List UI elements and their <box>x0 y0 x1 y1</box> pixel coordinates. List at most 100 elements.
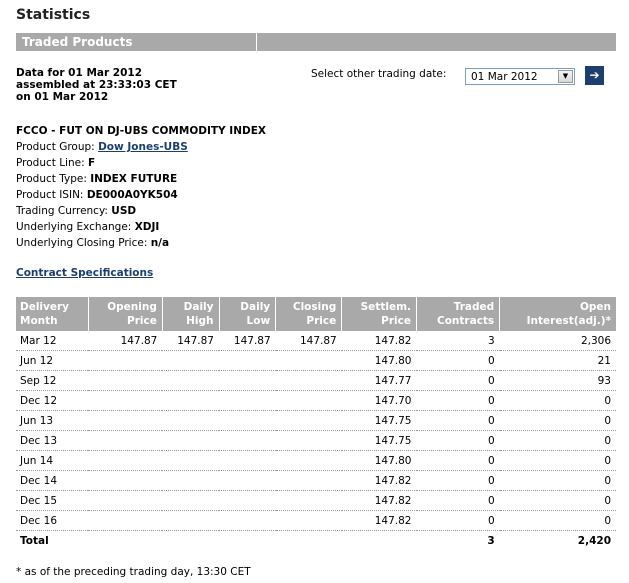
table-cell: 0 <box>499 470 616 491</box>
column-header-line: Closing <box>292 301 337 313</box>
column-header-line: Traded <box>453 301 495 313</box>
table-cell <box>88 350 163 371</box>
table-cell: 147.87 <box>88 331 163 351</box>
data-info: Data for 01 Mar 2012 assembled at 23:33:… <box>16 67 177 103</box>
product-group-row: Product Group: Dow Jones-UBS <box>16 139 266 155</box>
section-header-bar: Traded Products <box>16 33 616 51</box>
table-cell <box>275 430 342 451</box>
column-header-line: Delivery <box>20 301 70 313</box>
field-value: DE000A0YK504 <box>86 189 178 201</box>
table-cell <box>88 430 163 451</box>
table-cell: 147.80 <box>341 350 417 371</box>
table-cell <box>275 390 342 411</box>
table-cell: 0 <box>499 390 616 411</box>
total-cell <box>276 531 342 551</box>
data-info-date: Data for 01 Mar 2012 <box>16 67 143 79</box>
table-cell: 0 <box>499 430 616 451</box>
total-cell <box>162 531 219 551</box>
table-cell: 147.87 <box>275 331 342 351</box>
table-cell: 147.82 <box>341 470 417 491</box>
table-cell <box>88 390 163 411</box>
table-cell: 2,306 <box>499 331 616 351</box>
table-row: Jun 12 147.80 0 21 <box>16 350 616 371</box>
table-cell: Jun 13 <box>16 410 89 431</box>
table-cell <box>275 410 342 431</box>
total-cell <box>342 531 417 551</box>
table-cell: 147.75 <box>341 410 417 431</box>
table-cell: 0 <box>416 510 500 531</box>
field-value: F <box>87 157 96 169</box>
field-value: USD <box>111 205 137 217</box>
table-cell <box>275 350 342 371</box>
column-header: Traded Contracts <box>415 297 500 331</box>
column-header: Closing Price <box>275 297 342 331</box>
table-cell <box>162 450 219 471</box>
column-header: Delivery Month <box>16 297 89 331</box>
table-cell: 0 <box>416 470 500 491</box>
table-cell: Sep 12 <box>16 370 89 391</box>
table-cell: 147.70 <box>341 390 417 411</box>
field-value: XDJI <box>134 221 160 233</box>
chevron-down-icon[interactable]: ▼ <box>558 70 573 83</box>
table-row: Sep 12 147.77 0 93 <box>16 370 616 391</box>
table-cell: 0 <box>416 490 500 511</box>
table-row: Dec 16 147.82 0 0 <box>16 510 616 531</box>
column-header-line: Price <box>306 315 337 327</box>
table-cell: Dec 12 <box>16 390 89 411</box>
footnote: * as of the preceding trading day, 13:30… <box>16 566 251 578</box>
table-row: Dec 12 147.70 0 0 <box>16 390 616 411</box>
column-header-line: Open <box>579 301 611 313</box>
table-row: Mar 12 147.87 147.87 147.87 147.87 147.82 3 2,3… <box>16 331 616 351</box>
table-cell <box>219 490 276 511</box>
field-label: Product Group: <box>16 141 95 153</box>
table-cell <box>219 370 276 391</box>
table-cell: 147.87 <box>219 331 276 351</box>
trading-date-select[interactable]: 01 Mar 2012 ▼ <box>465 68 575 85</box>
table-row: Jun 14 147.80 0 0 <box>16 450 616 471</box>
field-label: Product ISIN: <box>16 189 84 201</box>
data-info-assembled: assembled at 23:33:03 CET <box>16 79 177 91</box>
table-cell <box>275 370 342 391</box>
column-header: Settlem. Price <box>341 297 417 331</box>
underlying-exchange-row: Underlying Exchange: XDJI <box>16 219 266 235</box>
field-value: n/a <box>150 237 170 249</box>
table-cell: 0 <box>416 430 500 451</box>
column-header: Daily Low <box>218 297 276 331</box>
table-cell <box>219 410 276 431</box>
table-cell: 0 <box>499 510 616 531</box>
go-button[interactable]: ➔ <box>585 66 604 85</box>
column-header-line: Contracts <box>437 315 495 327</box>
product-group-link[interactable]: Dow Jones-UBS <box>98 141 188 153</box>
total-cell: 2,420 <box>577 534 611 547</box>
field-label: Product Line: <box>16 157 85 169</box>
table-cell <box>162 410 219 431</box>
table-cell: 0 <box>416 410 500 431</box>
field-label: Trading Currency: <box>16 205 108 217</box>
table-cell: Dec 14 <box>16 470 89 491</box>
table-row: Jun 13 147.75 0 0 <box>16 410 616 431</box>
data-info-on: on 01 Mar 2012 <box>16 91 109 103</box>
table-cell: Dec 16 <box>16 510 89 531</box>
contract-specifications-link[interactable]: Contract Specifications <box>16 267 154 279</box>
table-cell: Dec 13 <box>16 430 89 451</box>
table-cell <box>88 410 163 431</box>
field-label: Underlying Closing Price: <box>16 237 148 249</box>
table-cell <box>162 470 219 491</box>
statistics-table: Delivery Month Opening Price Daily High Daily L… <box>16 297 616 550</box>
total-cell <box>219 531 276 551</box>
column-header-line: Settlem. <box>360 301 411 313</box>
table-cell <box>275 510 342 531</box>
table-cell <box>275 490 342 511</box>
section-divider <box>256 33 257 51</box>
table-row: Dec 15 147.82 0 0 <box>16 490 616 511</box>
table-cell: 0 <box>416 450 500 471</box>
table-cell <box>219 470 276 491</box>
trading-currency-row: Trading Currency: USD <box>16 203 266 219</box>
column-header-line: Daily <box>183 301 214 313</box>
table-total-row: Total 3 2,420 <box>16 531 616 551</box>
table-cell: 147.77 <box>341 370 417 391</box>
table-cell: 147.82 <box>341 490 417 511</box>
page-title: Statistics <box>16 7 91 23</box>
table-cell: 0 <box>416 350 500 371</box>
table-cell: 0 <box>499 490 616 511</box>
